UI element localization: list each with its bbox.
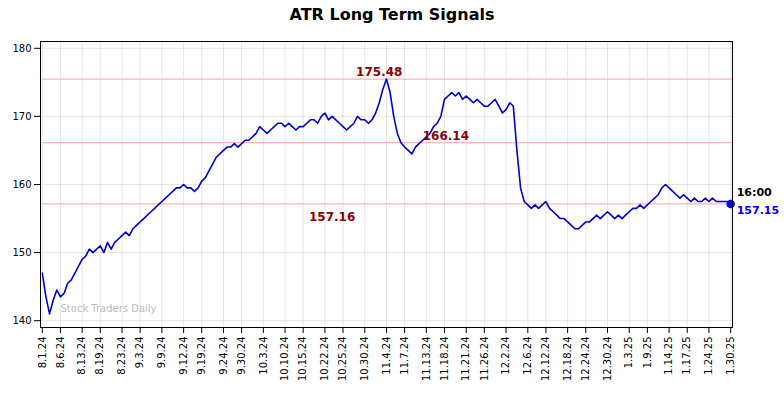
svg-text:11.26.24: 11.26.24	[479, 337, 490, 382]
svg-text:140: 140	[12, 315, 31, 326]
svg-text:11.21.24: 11.21.24	[460, 337, 471, 382]
svg-text:11.4.24: 11.4.24	[381, 337, 392, 375]
svg-text:10.25.24: 10.25.24	[337, 337, 348, 382]
svg-text:166.14: 166.14	[423, 129, 469, 143]
svg-text:150: 150	[12, 247, 31, 258]
svg-text:8.1.24: 8.1.24	[37, 337, 48, 369]
svg-text:8.23.24: 8.23.24	[116, 337, 127, 375]
svg-text:12.12.24: 12.12.24	[540, 337, 551, 382]
svg-text:175.48: 175.48	[356, 65, 402, 79]
svg-text:8.19.24: 8.19.24	[94, 337, 105, 375]
svg-text:8.13.24: 8.13.24	[76, 337, 87, 375]
svg-text:Stock Traders Daily: Stock Traders Daily	[61, 303, 157, 314]
svg-text:9.9.24: 9.9.24	[156, 337, 167, 369]
svg-text:157.15: 157.15	[737, 204, 779, 217]
svg-text:9.30.24: 9.30.24	[236, 337, 247, 375]
svg-text:10.30.24: 10.30.24	[359, 337, 370, 382]
svg-text:12.18.24: 12.18.24	[562, 337, 573, 382]
svg-text:16:00: 16:00	[737, 186, 772, 199]
svg-text:180: 180	[12, 43, 31, 54]
svg-text:12.2.24: 12.2.24	[500, 337, 511, 375]
svg-text:9.19.24: 9.19.24	[196, 337, 207, 375]
svg-text:10.3.24: 10.3.24	[258, 337, 269, 375]
svg-text:12.24.24: 12.24.24	[580, 337, 591, 382]
svg-text:1.3.25: 1.3.25	[623, 337, 634, 369]
html-text:ATR Long Term Signals: ATR Long Term Signals	[289, 5, 495, 24]
svg-text:12.6.24: 12.6.24	[522, 337, 533, 375]
svg-text:8.6.24: 8.6.24	[55, 337, 66, 369]
svg-text:11.7.24: 11.7.24	[399, 337, 410, 375]
svg-text:10.10.24: 10.10.24	[279, 337, 290, 382]
svg-text:170: 170	[12, 111, 31, 122]
svg-text:1.24.25: 1.24.25	[703, 337, 714, 375]
svg-text:157.16: 157.16	[309, 210, 355, 224]
svg-text:11.13.24: 11.13.24	[421, 337, 432, 382]
svg-text:1.17.25: 1.17.25	[681, 337, 692, 375]
svg-text:11.18.24: 11.18.24	[439, 337, 450, 382]
svg-text:160: 160	[12, 179, 31, 190]
svg-text:1.14.25: 1.14.25	[663, 337, 674, 375]
svg-text:9.24.24: 9.24.24	[218, 337, 229, 375]
svg-text:10.22.24: 10.22.24	[319, 337, 330, 382]
svg-text:1.30.25: 1.30.25	[725, 337, 736, 375]
svg-text:9.12.24: 9.12.24	[178, 337, 189, 375]
svg-text:9.3.24: 9.3.24	[134, 337, 145, 369]
svg-text:1.9.25: 1.9.25	[642, 337, 653, 369]
svg-text:12.30.24: 12.30.24	[602, 337, 613, 382]
svg-text:10.15.24: 10.15.24	[297, 337, 308, 382]
